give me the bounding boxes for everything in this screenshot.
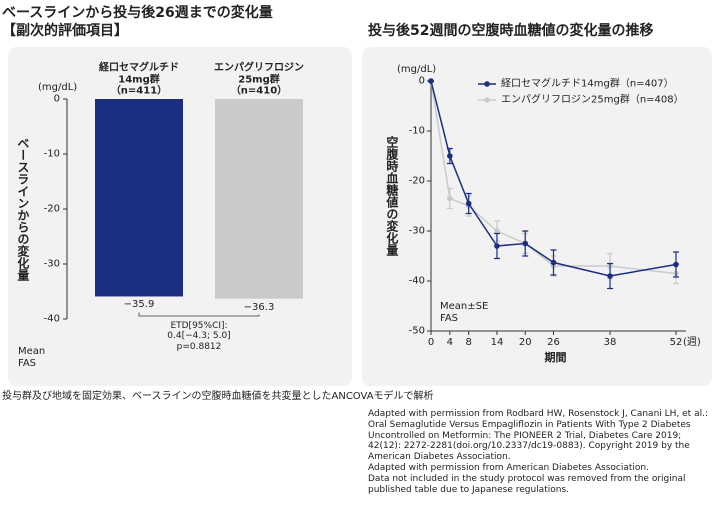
y-tick-label: -20 — [408, 175, 425, 187]
y-tick-label: -20 — [43, 203, 60, 215]
y-tick-label: -10 — [408, 125, 425, 137]
marker — [428, 78, 434, 84]
footnote: 投与群及び地域を固定効果、ベースラインの空腹時血糖値を共変量としたANCOVAモ… — [2, 391, 434, 402]
x-tick-label: 52 — [669, 337, 683, 348]
x-axis-label: 期間 — [544, 351, 567, 364]
series-line — [430, 80, 677, 275]
x-tick-label: 38 — [603, 337, 617, 348]
marker — [607, 273, 613, 279]
marker — [494, 228, 500, 234]
y-tick-label: -40 — [408, 275, 425, 287]
y-tick-label: -40 — [43, 313, 60, 325]
x-tick-label: 8 — [465, 337, 472, 348]
marker — [447, 195, 453, 202]
y-unit: (mg/dL) — [397, 64, 437, 75]
y-tick-label: -30 — [408, 225, 425, 237]
x-tick-label: 0 — [427, 337, 435, 348]
legend-marker — [484, 97, 490, 103]
marker — [447, 153, 453, 159]
legend-label: エンパグリフロジン25mg群（n=408） — [501, 94, 684, 106]
value-label: −35.9 — [123, 299, 155, 311]
x-tick-label: 14 — [490, 337, 504, 348]
legend-label: 経口セマグルチド14mg群（n=407） — [501, 78, 674, 90]
panel — [362, 47, 712, 386]
annotation: ETD[95%CI]: 0.4[−4.3; 5.0] p=0.8812 — [167, 321, 231, 352]
value-label: −36.3 — [243, 301, 275, 313]
x-tick-label: 26 — [547, 337, 560, 348]
marker — [673, 261, 679, 268]
x-unit: (週) — [683, 337, 701, 348]
marker — [522, 240, 529, 247]
marker — [465, 200, 472, 207]
y-tick-label: -30 — [43, 258, 60, 270]
bar — [95, 99, 183, 297]
bracket — [138, 312, 260, 317]
y-axis-label: 空腹時血糖値の変化量 — [384, 136, 399, 256]
x-tick-label: 4 — [446, 337, 454, 348]
y-tick-label: 0 — [53, 93, 60, 105]
legend-marker — [484, 81, 490, 87]
x-tick-label: 20 — [518, 337, 532, 348]
chart-subtitle: 【副次的評価項目】 — [2, 23, 128, 39]
y-tick-label: -50 — [408, 325, 425, 337]
series-line — [430, 80, 677, 277]
bar — [215, 99, 303, 299]
note: Mean±SE FAS — [440, 301, 489, 324]
category-label: エンパグリフロジン 25mg群 （n=410） — [214, 62, 304, 97]
citation: Adapted with permission from Rodbard HW,… — [368, 409, 708, 495]
y-axis-label: ベースラインからの変化量 — [15, 137, 30, 281]
y-tick-label: 0 — [418, 75, 425, 87]
category-label: 経口セマグルチド 14mg群 （n=411） — [99, 62, 179, 97]
y-tick-label: -10 — [43, 148, 60, 160]
marker — [550, 259, 557, 266]
chart-title: 投与後52週間の空腹時血糖値の変化量の推移 — [368, 23, 654, 39]
y-unit: (mg/dL) — [38, 82, 78, 93]
note: Mean FAS — [18, 346, 46, 369]
marker — [494, 243, 500, 249]
chart-title: ベースラインから投与後26週までの変化量 — [2, 5, 273, 21]
